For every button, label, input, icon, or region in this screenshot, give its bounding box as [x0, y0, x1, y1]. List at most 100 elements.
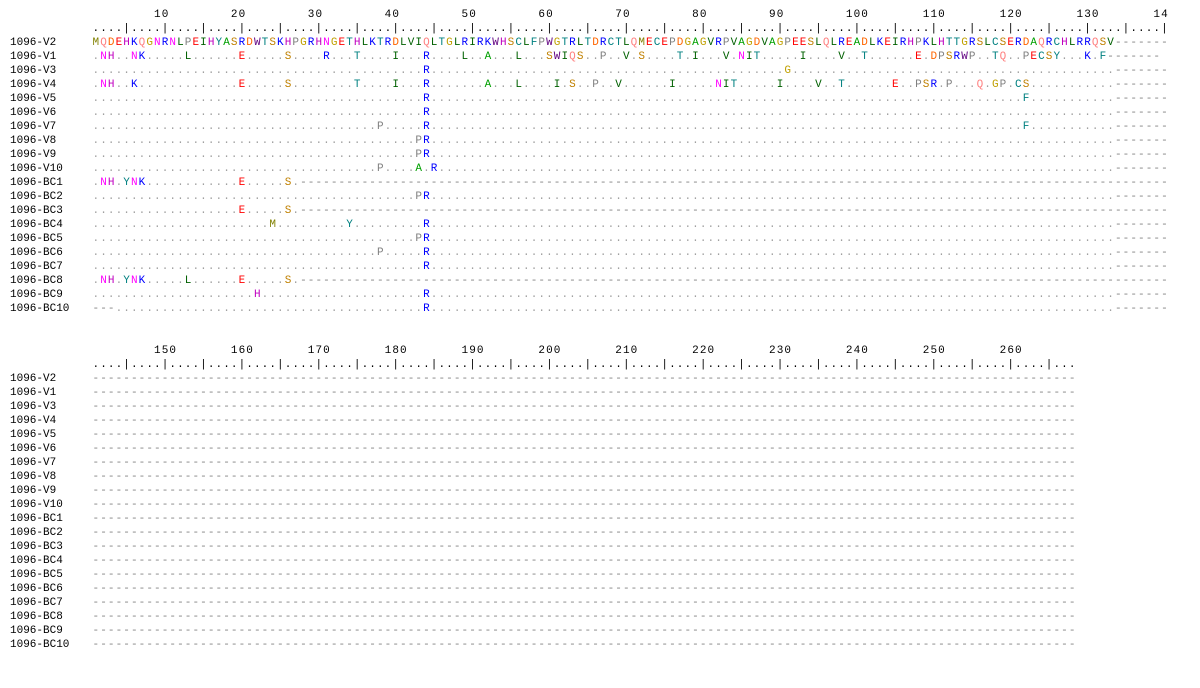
sequence-residues: ----------------------------------------…: [92, 582, 1076, 596]
sequence-label: 1096-BC1: [10, 512, 92, 526]
ruler-ticks: ....|....|....|....|....|....|....|....|…: [10, 22, 1190, 36]
sequence-row: 1096-V2---------------------------------…: [10, 372, 1190, 386]
sequence-label: 1096-BC2: [10, 526, 92, 540]
sequence-residues: ----------------------------------------…: [92, 624, 1076, 638]
sequence-label: 1096-BC4: [10, 218, 92, 232]
sequence-label: 1096-BC3: [10, 204, 92, 218]
sequence-row: 1096-V5.................................…: [10, 92, 1190, 106]
sequence-residues: ........................................…: [92, 64, 1168, 78]
sequence-residues: ----------------------------------------…: [92, 610, 1076, 624]
sequence-residues: ----------------------------------------…: [92, 414, 1076, 428]
sequence-row: 1096-BC8--------------------------------…: [10, 610, 1190, 624]
sequence-row: 1096-V8.................................…: [10, 134, 1190, 148]
sequence-row: 1096-BC5--------------------------------…: [10, 568, 1190, 582]
sequence-label: 1096-BC5: [10, 232, 92, 246]
sequence-row: 1096-BC4--------------------------------…: [10, 554, 1190, 568]
sequence-row: 1096-V5---------------------------------…: [10, 428, 1190, 442]
sequence-row: 1096-BC3...................E.....S.-----…: [10, 204, 1190, 218]
sequence-residues: ----------------------------------------…: [92, 470, 1076, 484]
sequence-row: 1096-BC3--------------------------------…: [10, 540, 1190, 554]
sequence-label: 1096-BC5: [10, 568, 92, 582]
sequence-residues: .......................M.........Y......…: [92, 218, 1168, 232]
alignment-block: 10 20 30 40 50 60 70 80 90 100 110 120 1…: [10, 8, 1190, 316]
sequence-residues: ----------------------------------------…: [92, 484, 1076, 498]
sequence-row: 1096-V1---------------------------------…: [10, 386, 1190, 400]
sequence-label: 1096-V10: [10, 162, 92, 176]
sequence-residues: ---.....................................…: [92, 302, 1168, 316]
ruler-ticks: ....|....|....|....|....|....|....|....|…: [10, 358, 1190, 372]
sequence-row: 1096-BC1--------------------------------…: [10, 512, 1190, 526]
sequence-residues: .NH.YNK.....L......E.....S.-------------…: [92, 274, 1168, 288]
sequence-row: 1096-BC6--------------------------------…: [10, 582, 1190, 596]
sequence-row: 1096-V10................................…: [10, 162, 1190, 176]
sequence-residues: ----------------------------------------…: [92, 554, 1076, 568]
sequence-label: 1096-BC10: [10, 638, 92, 652]
ruler-tick-cells: ....|....|....|....|....|....|....|....|…: [92, 22, 1168, 36]
sequence-label: 1096-V4: [10, 414, 92, 428]
sequence-row: 1096-BC2--------------------------------…: [10, 526, 1190, 540]
sequence-label: 1096-BC6: [10, 582, 92, 596]
sequence-row: 1096-BC1.NH.YNK............E.....S.-----…: [10, 176, 1190, 190]
sequence-row: 1096-V3---------------------------------…: [10, 400, 1190, 414]
sequence-residues: ........................................…: [92, 134, 1168, 148]
sequence-residues: .NH.YNK............E.....S.-------------…: [92, 176, 1168, 190]
sequence-residues: ----------------------------------------…: [92, 428, 1076, 442]
sequence-label: 1096-BC8: [10, 274, 92, 288]
sequence-label: 1096-V6: [10, 442, 92, 456]
sequence-row: 1096-V6.................................…: [10, 106, 1190, 120]
sequence-label: 1096-V10: [10, 498, 92, 512]
sequence-row: 1096-BC8.NH.YNK.....L......E.....S.-----…: [10, 274, 1190, 288]
sequence-residues: ----------------------------------------…: [92, 540, 1076, 554]
sequence-residues: ........................................…: [92, 232, 1168, 246]
sequence-row: 1096-BC4.......................M........…: [10, 218, 1190, 232]
sequence-label: 1096-V1: [10, 386, 92, 400]
sequence-residues: .....................................P..…: [92, 120, 1168, 134]
alignment-block: 150 160 170 180 190 200 210 220 230 240 …: [10, 344, 1190, 652]
sequence-residues: ----------------------------------------…: [92, 386, 1076, 400]
sequence-row: 1096-V10--------------------------------…: [10, 498, 1190, 512]
sequence-label: 1096-BC9: [10, 288, 92, 302]
sequence-row: 1096-BC9--------------------------------…: [10, 624, 1190, 638]
sequence-residues: ........................................…: [92, 260, 1168, 274]
ruler-number-cells: 10 20 30 40 50 60 70 80 90 100 110 120 1…: [92, 8, 1168, 22]
sequence-label: 1096-V5: [10, 92, 92, 106]
ruler-tick-cells: ....|....|....|....|....|....|....|....|…: [92, 358, 1076, 372]
sequence-label: 1096-V4: [10, 78, 92, 92]
sequence-label: 1096-BC6: [10, 246, 92, 260]
sequence-row: 1096-BC2................................…: [10, 190, 1190, 204]
sequence-row: 1096-V2MQDEHKQGNRNLPEIHYASRDWTSKHPGRHNGE…: [10, 36, 1190, 50]
sequence-residues: ........................................…: [92, 190, 1168, 204]
sequence-row: 1096-BC7................................…: [10, 260, 1190, 274]
sequence-residues: .....................................P..…: [92, 246, 1168, 260]
sequence-label: 1096-BC1: [10, 176, 92, 190]
sequence-label: 1096-BC7: [10, 596, 92, 610]
sequence-label: 1096-BC2: [10, 190, 92, 204]
sequence-label: 1096-BC7: [10, 260, 92, 274]
sequence-label: 1096-V7: [10, 120, 92, 134]
sequence-label: 1096-BC3: [10, 540, 92, 554]
sequence-label: 1096-V3: [10, 400, 92, 414]
sequence-label: 1096-BC4: [10, 554, 92, 568]
sequence-label: 1096-V7: [10, 456, 92, 470]
sequence-row: 1096-BC10-------------------------------…: [10, 638, 1190, 652]
sequence-row: 1096-V9---------------------------------…: [10, 484, 1190, 498]
sequence-label: 1096-V9: [10, 484, 92, 498]
sequence-label: 1096-BC10: [10, 302, 92, 316]
sequence-residues: ........................................…: [92, 106, 1168, 120]
sequence-row: 1096-V4---------------------------------…: [10, 414, 1190, 428]
sequence-residues: ----------------------------------------…: [92, 638, 1076, 652]
sequence-label: 1096-V3: [10, 64, 92, 78]
sequence-residues: ----------------------------------------…: [92, 400, 1076, 414]
sequence-row: 1096-BC10---............................…: [10, 302, 1190, 316]
ruler-number-cells: 150 160 170 180 190 200 210 220 230 240 …: [92, 344, 1076, 358]
sequence-residues: ----------------------------------------…: [92, 596, 1076, 610]
sequence-row: 1096-V9.................................…: [10, 148, 1190, 162]
alignment-root: 10 20 30 40 50 60 70 80 90 100 110 120 1…: [10, 8, 1190, 652]
sequence-residues: ...................E.....S.-------------…: [92, 204, 1168, 218]
sequence-row: 1096-V6---------------------------------…: [10, 442, 1190, 456]
sequence-residues: ----------------------------------------…: [92, 568, 1076, 582]
sequence-residues: .NH..K.............E.....S........T....I…: [92, 78, 1168, 92]
ruler-numbers: 10 20 30 40 50 60 70 80 90 100 110 120 1…: [10, 8, 1190, 22]
sequence-residues: .....................................P..…: [92, 162, 1168, 176]
sequence-label: 1096-V5: [10, 428, 92, 442]
